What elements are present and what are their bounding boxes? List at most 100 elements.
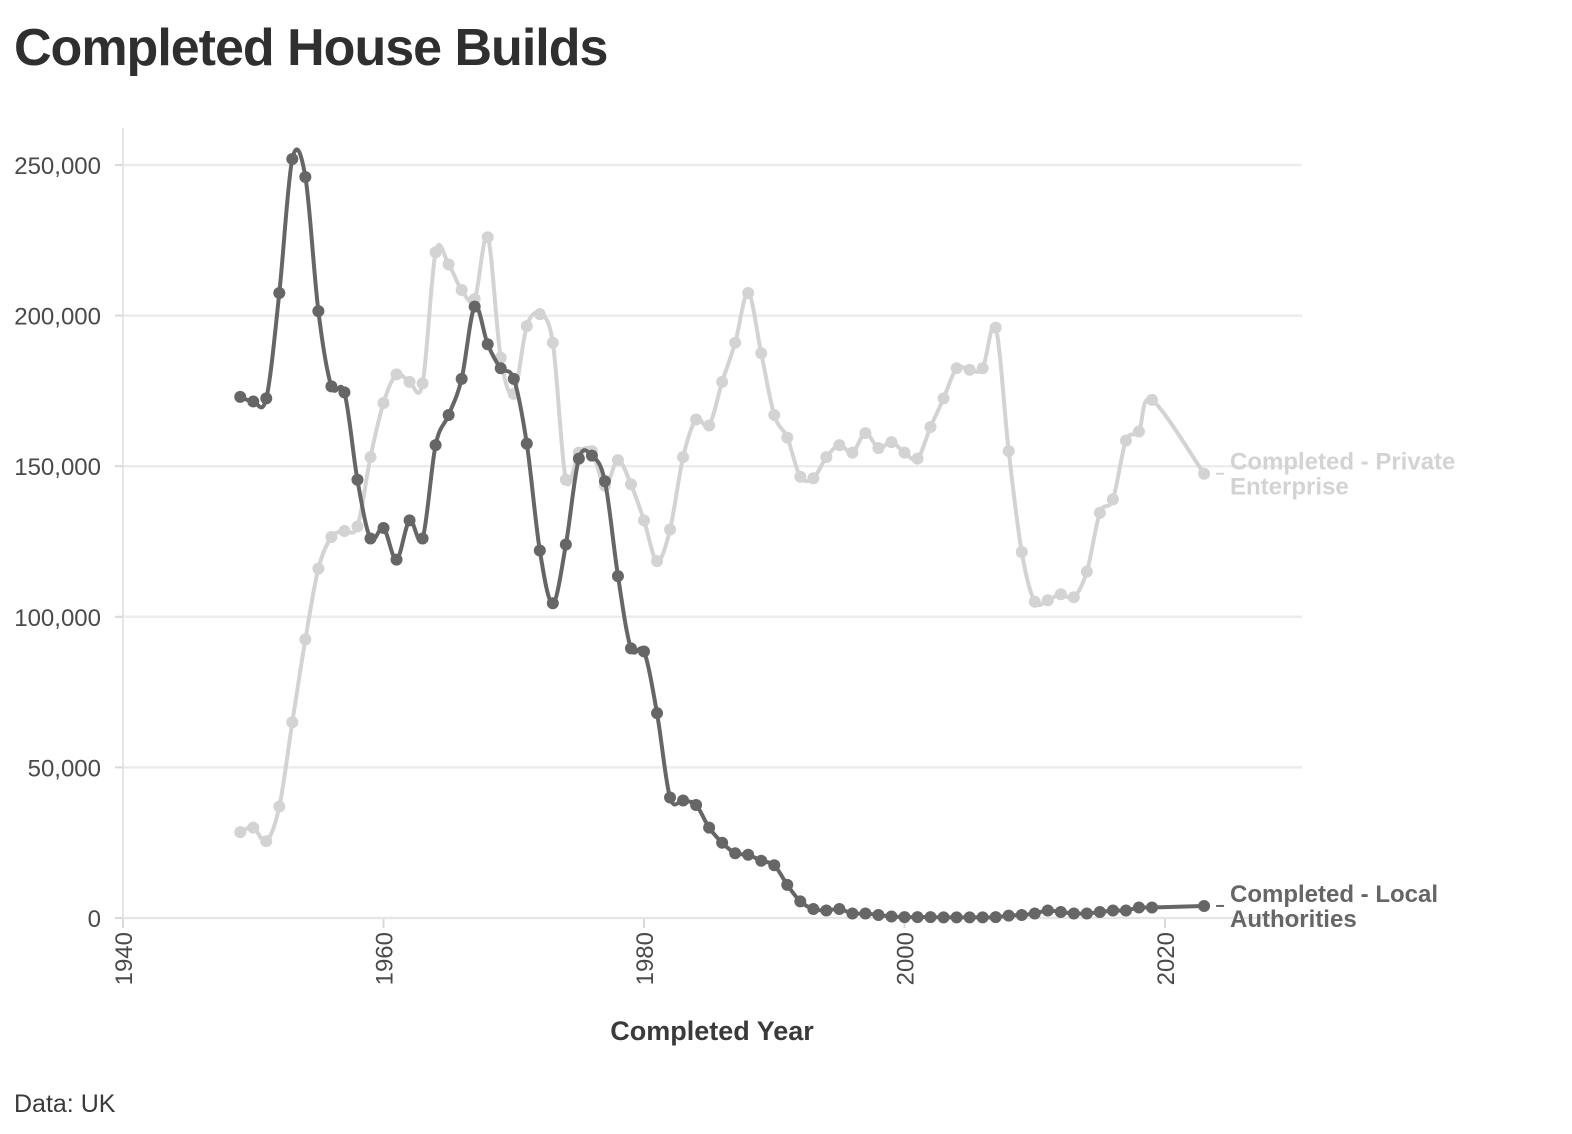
data-point (416, 377, 429, 390)
data-point (520, 320, 533, 333)
data-point (1093, 905, 1106, 918)
data-point (572, 452, 585, 465)
data-point (286, 716, 299, 729)
data-point (807, 472, 820, 485)
gridlines (123, 163, 1302, 920)
data-point (911, 452, 924, 465)
data-point (833, 439, 846, 452)
data-point (781, 431, 794, 444)
data-point (1080, 907, 1093, 920)
x-tick-label: 1960 (372, 932, 399, 985)
x-axis-ticks: 1940 1960 1980 2000 2020 (111, 917, 1302, 985)
data-point (638, 514, 650, 527)
data-point (1093, 506, 1106, 519)
data-point (1028, 907, 1041, 920)
data-point (429, 439, 442, 452)
data-point (1145, 901, 1158, 914)
data-point (1132, 425, 1145, 438)
data-point (781, 878, 794, 891)
series-line (238, 234, 1207, 844)
data-point (924, 421, 937, 434)
y-tick-label: 50,000 (28, 755, 101, 782)
data-point (481, 338, 494, 351)
data-point (885, 436, 898, 449)
series-group (234, 231, 1211, 848)
data-point (1041, 594, 1054, 607)
data-point (950, 362, 963, 375)
data-point (559, 538, 572, 551)
data-source-caption: Data: UK (14, 1090, 116, 1118)
data-point (611, 570, 624, 583)
data-point (677, 451, 690, 464)
data-point (664, 791, 677, 804)
data-point (338, 386, 351, 399)
data-point (742, 287, 755, 300)
data-point (1054, 588, 1067, 601)
data-point (989, 911, 1002, 924)
x-axis-title: Completed Year (610, 1016, 814, 1046)
data-point (768, 408, 781, 421)
data-point (273, 287, 286, 300)
data-point (247, 395, 260, 408)
data-point (898, 446, 911, 459)
data-point (377, 396, 390, 409)
data-point (455, 283, 468, 296)
data-point (937, 392, 950, 405)
data-point (1132, 901, 1145, 914)
series-label: Completed - Local Authorities (1230, 881, 1438, 933)
data-point (1015, 546, 1028, 559)
data-point (442, 408, 455, 421)
data-point (1041, 904, 1054, 917)
series-labels: Completed - Private Enterprise Completed -… (1216, 449, 1455, 933)
data-point (364, 451, 377, 464)
data-point (1054, 905, 1067, 918)
data-point (651, 707, 664, 720)
y-tick-label: 200,000 (14, 304, 101, 331)
data-point (1145, 393, 1158, 406)
data-point (260, 835, 273, 848)
data-point (494, 362, 507, 375)
data-point (325, 530, 338, 543)
data-point (429, 246, 442, 259)
series-group (234, 147, 1211, 924)
y-tick-label: 0 (88, 906, 101, 933)
data-point (963, 911, 976, 924)
data-point (833, 902, 846, 915)
data-point (859, 907, 872, 920)
data-point (273, 800, 286, 813)
data-point (742, 848, 755, 861)
data-point (937, 911, 950, 924)
page-title: Completed House Builds (14, 19, 608, 77)
data-point (846, 446, 859, 459)
data-point (729, 336, 742, 349)
data-point (989, 321, 1002, 334)
data-point (247, 821, 260, 834)
data-point (364, 532, 377, 545)
data-point (651, 555, 664, 568)
data-point (1002, 445, 1015, 458)
data-point (820, 904, 833, 917)
y-tick-label: 150,000 (14, 454, 101, 481)
data-point (299, 633, 312, 646)
data-point (546, 336, 559, 349)
data-point (598, 475, 611, 488)
data-point (976, 911, 989, 924)
data-point (442, 258, 455, 271)
data-point (611, 454, 624, 467)
data-point (729, 847, 742, 860)
data-point (234, 826, 247, 839)
data-point (403, 514, 416, 527)
data-point (950, 911, 963, 924)
data-point (403, 375, 416, 388)
data-point (859, 427, 872, 440)
data-point (234, 390, 247, 403)
data-point (312, 305, 325, 318)
data-point (794, 895, 807, 908)
y-axis-ticks: 0 50,000 100,000 150,000 200,000 250,000 (14, 153, 123, 933)
data-point (1198, 899, 1211, 912)
series-label: Completed - Private Enterprise (1230, 449, 1455, 501)
x-tick-label: 1940 (111, 932, 138, 985)
data-point (755, 854, 768, 867)
data-point (585, 449, 598, 462)
